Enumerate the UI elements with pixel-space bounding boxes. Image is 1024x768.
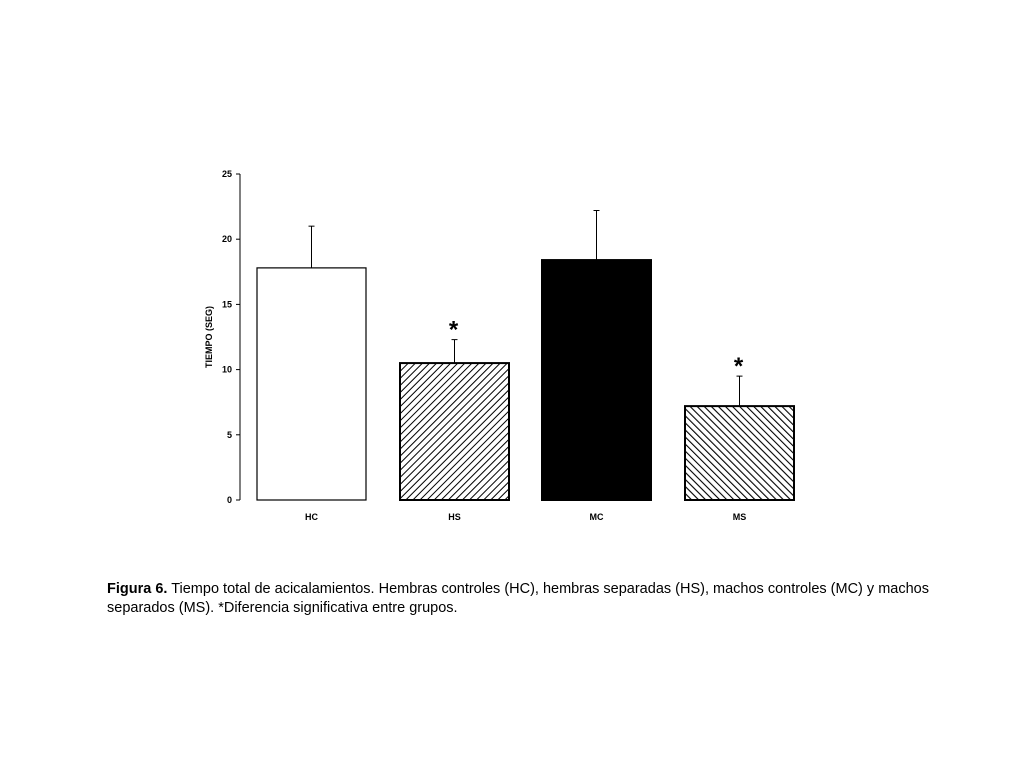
bars-group bbox=[256, 210, 795, 501]
bar-hs bbox=[399, 362, 510, 501]
significance-asterisk: * bbox=[449, 317, 459, 344]
x-tick-label: MS bbox=[733, 512, 747, 522]
caption-label: Figura 6. bbox=[107, 581, 168, 597]
y-tick-label: 0 bbox=[227, 495, 232, 505]
y-tick-label: 20 bbox=[222, 234, 232, 244]
bar-mc bbox=[541, 259, 652, 501]
bar-chart: 0 5 10 15 20 25 HC HS * MC MS * TIEMPO (SEG) bbox=[204, 169, 795, 522]
axes: 0 5 10 15 20 25 bbox=[222, 169, 241, 505]
figure-caption: Figura 6. Tiempo total de acicalamientos… bbox=[107, 580, 947, 618]
y-tick-label: 25 bbox=[222, 169, 232, 179]
x-tick-label: HS bbox=[448, 512, 461, 522]
significance-asterisk: * bbox=[734, 353, 744, 380]
y-tick-label: 5 bbox=[227, 430, 232, 440]
y-tick-label: 10 bbox=[222, 365, 232, 375]
caption-text: Tiempo total de acicalamientos. Hembras … bbox=[107, 581, 929, 616]
labels-group: HC HS * MC MS * bbox=[305, 317, 746, 522]
bar-hc bbox=[256, 267, 367, 501]
y-axis-label: TIEMPO (SEG) bbox=[204, 306, 214, 368]
x-tick-label: MC bbox=[590, 512, 604, 522]
bar-ms bbox=[684, 405, 795, 501]
y-tick-label: 15 bbox=[222, 299, 232, 309]
x-tick-label: HC bbox=[305, 512, 318, 522]
